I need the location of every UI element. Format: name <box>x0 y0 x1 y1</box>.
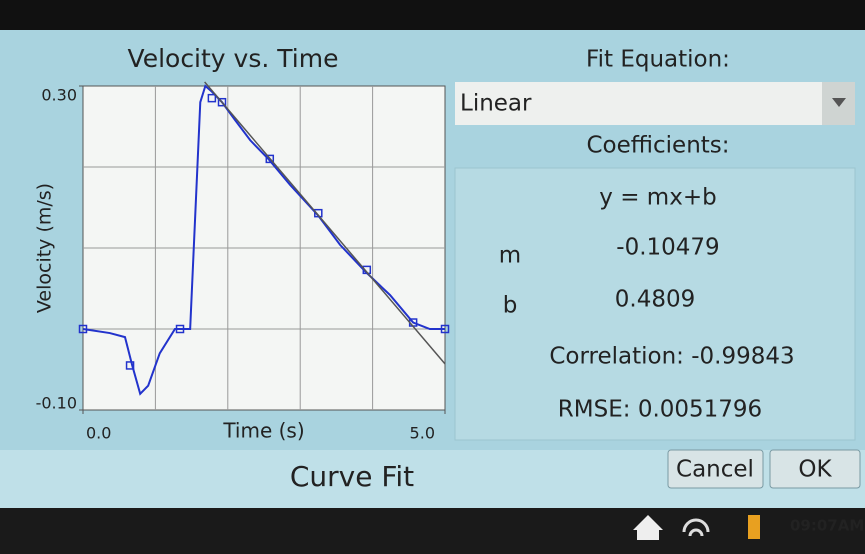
rmse: RMSE: 0.0051796 <box>558 397 762 423</box>
clock: 09:07AM <box>790 517 864 535</box>
equation: y = mx+b <box>599 185 716 211</box>
status-bar <box>0 505 865 554</box>
ok-label[interactable]: OK <box>798 457 832 483</box>
y-tick-label: 0.30 <box>41 86 77 105</box>
b-value: 0.4809 <box>615 287 695 313</box>
x-axis-label: Time (s) <box>222 419 304 443</box>
m-value: -0.10479 <box>616 235 719 261</box>
m-label: m <box>499 243 521 269</box>
footer-title: Curve Fit <box>290 460 414 493</box>
fit-choice[interactable]: Linear <box>460 91 532 117</box>
fit-label: Fit Equation: <box>586 47 730 73</box>
b-label: b <box>503 293 518 319</box>
battery-icon <box>748 515 760 539</box>
x-tick-label: 0.0 <box>86 424 111 443</box>
y-axis-label: Velocity (m/s) <box>34 183 56 313</box>
screen: Velocity vs. Time Time (s) Velocity (m/s… <box>0 0 865 554</box>
x-tick-label: 5.0 <box>410 424 435 443</box>
coefficients-label: Coefficients: <box>586 133 729 159</box>
correlation: Correlation: -0.99843 <box>549 344 794 370</box>
cancel-label[interactable]: Cancel <box>676 457 754 483</box>
y-tick-label: -0.10 <box>36 394 77 413</box>
chart-title: Velocity vs. Time <box>128 44 339 73</box>
page: Velocity vs. Time Time (s) Velocity (m/s… <box>0 0 865 554</box>
